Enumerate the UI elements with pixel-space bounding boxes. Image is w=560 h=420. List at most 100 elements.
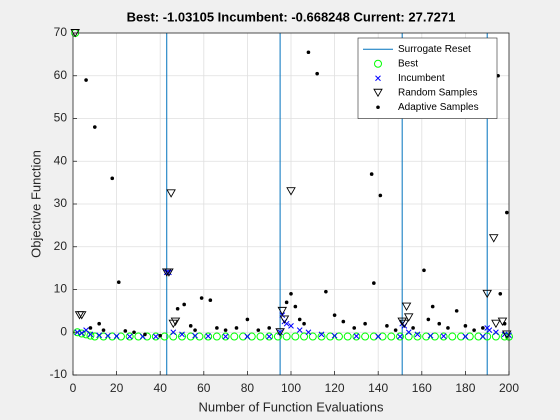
incumbent-stroke [87,331,94,338]
best-marker [343,332,352,341]
y-tick-label: 0 [60,324,67,338]
incumbent-stroke [375,333,382,340]
adaptive-marker [293,304,298,309]
adaptive-marker [297,317,302,322]
random-marker [397,317,407,326]
incumbent-stroke [96,332,103,339]
best-marker [439,332,448,341]
best-marker [308,332,317,341]
adaptive-marker [369,172,374,176]
best-marker [378,332,387,341]
adaptive-marker [332,313,337,317]
adaptive-marker [123,329,128,333]
incumbent-marker [296,327,303,333]
x-tick-label: 120 [325,381,345,395]
best-marker [86,331,95,340]
incumbent-stroke [113,333,120,339]
legend-label: Adaptive Samples [398,102,479,113]
incumbent-marker [179,331,185,338]
y-tick-label: 10 [54,282,68,296]
adaptive-marker [188,324,193,328]
incumbent-marker [305,329,312,336]
y-tick-label: 60 [54,68,68,82]
best-marker [369,332,378,341]
adaptive-marker [315,71,319,76]
adaptive-marker [267,326,272,330]
incumbent-marker [462,333,469,340]
random-marker [482,289,492,299]
adaptive-marker [378,193,383,198]
incumbent-stroke [427,332,434,339]
x-tick-label: 140 [368,381,388,395]
best-marker [483,332,492,341]
adaptive-marker [481,326,485,330]
adaptive-marker [454,309,459,313]
adaptive-marker [256,328,261,332]
adaptive-marker [372,281,376,285]
random-marker [399,319,410,329]
adaptive-marker [463,324,468,328]
adaptive-marker [97,321,101,326]
best-marker [465,332,474,341]
adaptive-marker [284,300,289,305]
best-marker [291,332,300,341]
adaptive-marker [158,333,162,338]
incumbent-marker [126,333,133,340]
adaptive-marker [175,306,180,311]
adaptive-marker [223,328,228,332]
random-marker [166,189,176,198]
x-tick-label: 100 [281,381,301,395]
incumbent-marker [288,322,294,329]
random-marker [168,319,179,329]
adaptive-marker [193,328,197,332]
best-marker [491,332,500,341]
incumbent-marker [493,329,499,336]
best-marker [239,332,248,341]
x-tick-label: 40 [154,381,168,395]
incumbent-marker [113,333,120,339]
best-marker [221,332,230,341]
adaptive-marker [411,326,415,330]
incumbent-stroke [205,333,212,339]
random-marker [76,311,87,320]
random-marker [491,319,501,329]
y-tick-label: 30 [54,196,68,210]
y-tick-label: -10 [50,367,68,381]
incumbent-marker [479,333,486,340]
y-tick-label: 20 [54,239,68,253]
incumbent-stroke [288,322,294,329]
adaptive-marker [352,326,357,330]
adaptive-marker [199,296,204,300]
best-marker [134,332,143,341]
incumbent-marker [222,333,229,340]
adaptive-marker [208,298,213,302]
incumbent-marker [266,333,273,340]
incumbent-stroke [305,329,312,336]
incumbent-marker [78,330,85,336]
y-axis-label: Objective Function [28,150,43,258]
best-marker [300,332,309,341]
incumbent-stroke [192,332,198,339]
random-marker [275,328,285,337]
random-marker [279,315,290,324]
best-marker [273,332,282,341]
best-marker [212,332,221,341]
adaptive-marker [376,105,380,110]
adaptive-marker [393,328,398,332]
random-marker [170,317,181,326]
incumbent-marker [414,331,421,338]
random-marker [401,302,412,312]
adaptive-marker [234,326,239,330]
adaptive-marker [93,125,97,129]
adaptive-marker [341,319,346,324]
incumbent-marker [331,332,338,339]
random-marker [164,268,174,277]
incumbent-marker [74,329,81,336]
incumbent-stroke [277,329,283,336]
adaptive-marker [215,326,219,330]
best-marker [317,332,326,341]
incumbent-marker [405,329,412,336]
incumbent-stroke [244,333,251,340]
random-marker [488,234,499,243]
best-marker [125,332,134,341]
